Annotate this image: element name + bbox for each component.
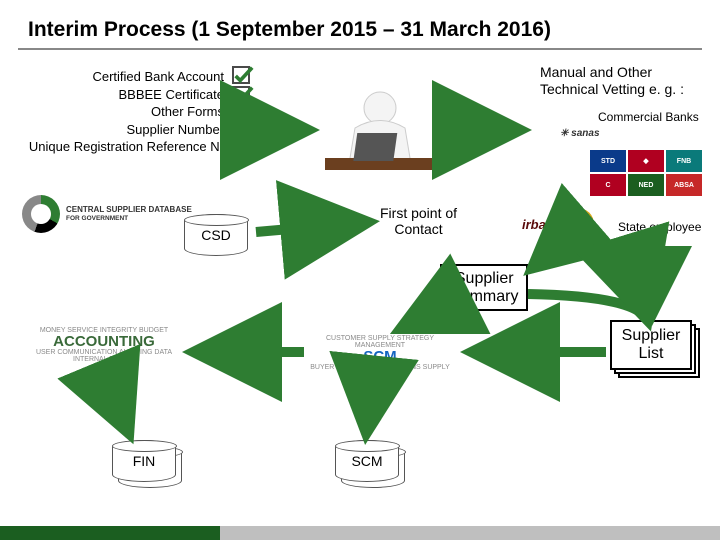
bank-chip: ◆ [628, 150, 664, 172]
state-employee-label: State employee [618, 220, 701, 234]
sanas-logo: ✳ sanas [560, 128, 680, 139]
checkbox [232, 106, 250, 124]
bank-chip: FNB [666, 150, 702, 172]
first-contact-label: First point of Contact [380, 205, 457, 237]
checkbox [232, 146, 250, 164]
csd-cylinder-label: CSD [201, 227, 231, 243]
org-logos: irba [522, 206, 596, 242]
page-title: Interim Process (1 September 2015 – 31 M… [0, 0, 720, 48]
supplier-list-stack: Supplier List [610, 320, 692, 370]
bank-chip: ABSA [666, 174, 702, 196]
csd-sub-label: FOR GOVERNMENT [66, 215, 192, 222]
bank-chip: NED [628, 174, 664, 196]
checkbox [232, 126, 250, 144]
fin-label: FIN [133, 453, 156, 469]
commercial-banks-label: Commercial Banks [598, 110, 699, 124]
accounting-big: ACCOUNTING [36, 334, 172, 349]
bank-logos: STD ◆ FNB C NED ABSA [590, 150, 710, 196]
checklist-block: Certified Bank Account BBBEE Certificate… [0, 68, 224, 156]
treasury-coat-icon [560, 206, 596, 242]
vetting-label: Manual and Other Technical Vetting e. g.… [540, 64, 684, 98]
supplier-list-label: Supplier List [622, 327, 681, 362]
scm-big: SCM [310, 349, 450, 364]
supplier-summary-label: Supplier Summary [450, 270, 518, 305]
person-at-desk-figure [300, 78, 460, 198]
title-underline [18, 48, 702, 50]
accounting-wordcloud: MONEY SERVICE INTEGRITY BUDGETACCOUNTING… [34, 310, 174, 380]
scm-cylinder-stack: SCM [335, 440, 399, 482]
scm-label: SCM [351, 453, 382, 469]
checkbox [232, 86, 250, 104]
checkbox-column [232, 66, 250, 164]
fin-cylinder-stack: FIN [112, 440, 176, 482]
csd-cylinder: CSD [184, 214, 248, 256]
supplier-summary-box: Supplier Summary [440, 264, 528, 311]
checklist-item: Certified Bank Account [0, 68, 224, 86]
csd-full-label: CENTRAL SUPPLIER DATABASE [66, 206, 192, 215]
csd-logo: CENTRAL SUPPLIER DATABASE FOR GOVERNMENT [22, 195, 192, 233]
checkbox [232, 66, 250, 84]
bank-chip: STD [590, 150, 626, 172]
bank-chip: C [590, 174, 626, 196]
checklist-item: Unique Registration Reference Nr [0, 138, 224, 156]
irba-logo: irba [522, 217, 546, 232]
csd-ring-icon [22, 195, 60, 233]
checklist-item: BBBEE Certificate [0, 86, 224, 104]
scm-wordcloud: CUSTOMER SUPPLY STRATEGY MANAGEMENTSCMBU… [310, 318, 450, 388]
footer-band [0, 526, 720, 540]
checklist-item: Supplier Number [0, 121, 224, 139]
checklist-item: Other Forms [0, 103, 224, 121]
